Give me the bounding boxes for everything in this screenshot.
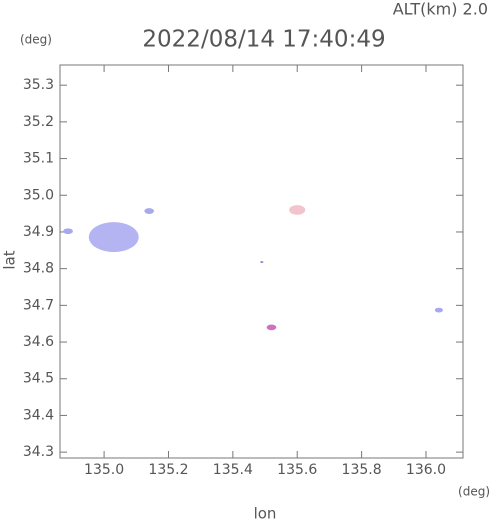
echo: [289, 205, 306, 215]
x-tick-label: 135.2: [148, 462, 188, 478]
y-tick-label: 34.9: [23, 224, 54, 240]
echo: [63, 228, 73, 235]
y-tick-label: 34.7: [23, 297, 54, 313]
echo: [260, 261, 264, 264]
echo: [266, 324, 277, 331]
echo: [88, 222, 139, 253]
echo: [144, 208, 154, 214]
y-tick-label: 34.5: [23, 371, 54, 387]
x-tick-label: 136.0: [406, 462, 446, 478]
y-axis-label: lat: [1, 250, 19, 269]
x-tick-label: 135.4: [213, 462, 253, 478]
y-unit: (deg): [20, 33, 52, 47]
y-tick-label: 35.1: [23, 151, 54, 167]
plot-frame: [59, 64, 464, 459]
x-tick-label: 135.6: [277, 462, 317, 478]
x-tick-label: 135.8: [342, 462, 382, 478]
y-tick-label: 34.3: [23, 444, 54, 460]
y-tick-label: 35.3: [23, 77, 54, 93]
chart-title: 2022/08/14 17:40:49: [142, 27, 385, 53]
y-tick-label: 34.8: [23, 261, 54, 277]
altitude: ALT(km) 2.0: [393, 0, 488, 19]
y-tick-label: 35.0: [23, 187, 54, 203]
x-unit: (deg): [458, 485, 490, 499]
echo: [434, 307, 443, 313]
y-tick-label: 35.2: [23, 114, 54, 130]
x-tick-label: 135.0: [84, 462, 124, 478]
y-tick-label: 34.4: [23, 407, 54, 423]
y-tick-label: 34.6: [23, 334, 54, 350]
x-axis-label: lon: [254, 505, 277, 521]
